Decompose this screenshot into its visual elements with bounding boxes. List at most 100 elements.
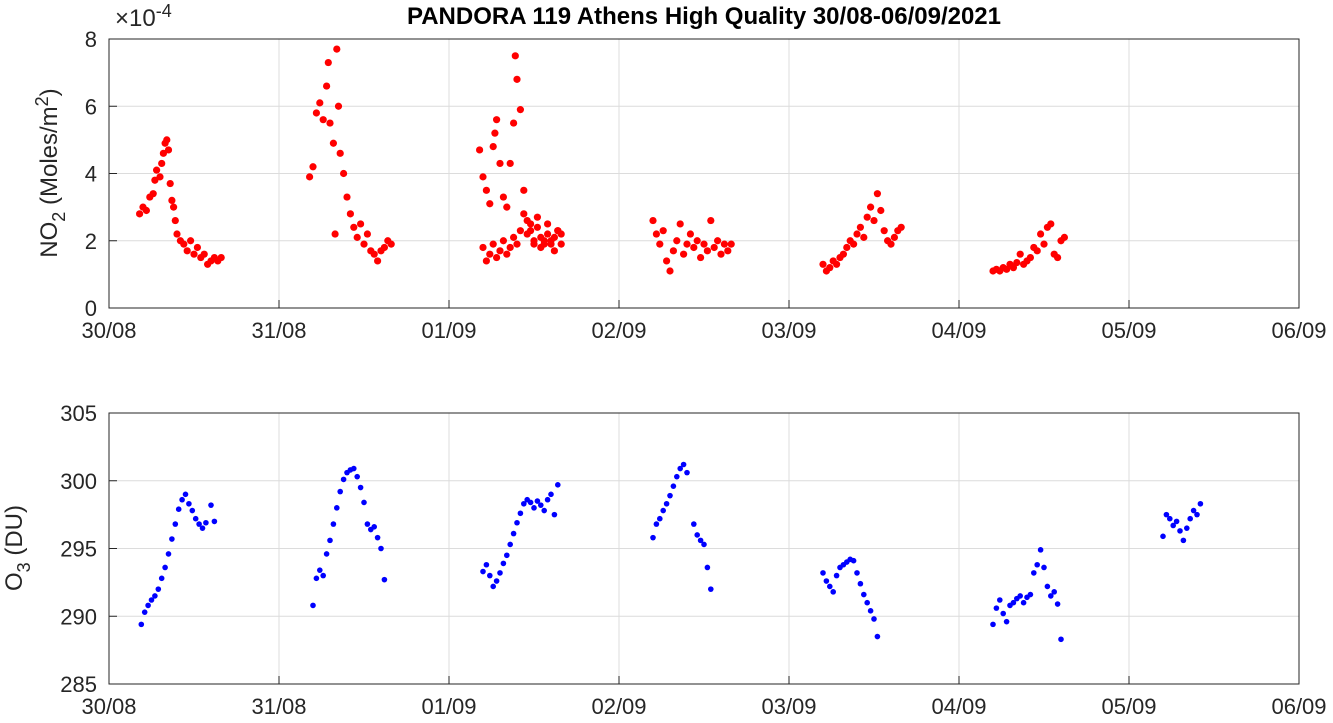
no2-x-tick-label: 31/08 — [251, 318, 306, 343]
o3-data-point — [1160, 533, 1166, 540]
no2-data-point — [530, 240, 538, 248]
no2-data-point — [683, 240, 691, 248]
no2-data-point — [850, 240, 858, 248]
no2-data-point — [158, 159, 166, 168]
no2-data-point — [870, 216, 878, 225]
no2-data-point — [550, 247, 559, 255]
o3-data-point — [330, 521, 337, 527]
o3-data-point — [351, 465, 357, 472]
o3-data-point — [497, 570, 503, 576]
no2-data-point — [511, 52, 519, 60]
o3-data-point — [357, 484, 364, 491]
no2-data-point — [380, 243, 388, 252]
o3-data-point — [1020, 599, 1027, 606]
no2-data-point — [1009, 264, 1018, 272]
no2-data-point — [727, 240, 735, 248]
no2-data-point — [843, 243, 851, 252]
no2-data-point — [550, 233, 559, 241]
no2-data-point — [319, 116, 327, 124]
no2-data-point — [649, 216, 657, 225]
no2-data-point — [1026, 253, 1034, 262]
o3-data-point — [663, 500, 670, 507]
o3-data-point — [1031, 570, 1037, 576]
o3-data-point — [1173, 518, 1180, 525]
o3-data-point — [990, 621, 996, 628]
o3-data-point — [337, 488, 344, 495]
o3-data-point — [313, 575, 320, 582]
no2-data-point — [482, 186, 490, 194]
no2-data-point — [159, 149, 167, 157]
o3-data-point — [670, 483, 677, 489]
o3-x-tick-label: 30/08 — [81, 694, 136, 719]
no2-data-point — [690, 243, 698, 252]
o3-data-point — [334, 505, 340, 511]
o3-y-tick-label: 290 — [60, 604, 97, 629]
o3-data-point — [199, 525, 206, 531]
no2-data-point — [164, 146, 173, 154]
o3-data-point — [327, 537, 333, 544]
o3-data-point — [317, 567, 323, 573]
no2-data-point — [547, 240, 555, 248]
no2-data-point — [136, 210, 144, 218]
o3-y-tick-label: 295 — [60, 537, 97, 562]
no2-x-ticks: 30/08 31/08 01/09 02/09 03/09 04/09 05/09 06/09 — [81, 300, 1327, 343]
no2-data-point — [1047, 220, 1055, 228]
no2-x-tick-label: 02/09 — [591, 318, 646, 343]
o3-data-point — [704, 564, 711, 571]
o3-data-point — [1044, 583, 1051, 590]
o3-data-point — [1027, 591, 1034, 598]
o3-data-point — [521, 500, 527, 507]
no2-data-point — [513, 75, 521, 83]
o3-y-tick-label: 285 — [60, 672, 97, 697]
no2-data-point — [717, 250, 725, 258]
o3-data-point — [667, 492, 673, 499]
o3-data-point — [172, 521, 179, 527]
o3-data-point — [531, 505, 537, 511]
o3-points — [138, 461, 1204, 643]
no2-data-point — [527, 220, 535, 228]
no2-data-point — [506, 159, 514, 168]
no2-data-point — [509, 119, 518, 127]
o3-data-point — [1041, 564, 1047, 571]
o3-data-point — [534, 498, 541, 504]
no2-data-point — [479, 243, 487, 252]
no2-data-point — [200, 250, 208, 258]
no2-data-point — [710, 243, 718, 252]
o3-data-point — [192, 515, 199, 522]
no2-data-point — [503, 250, 511, 258]
no2-data-point — [170, 203, 178, 211]
o3-data-point — [861, 591, 867, 598]
no2-data-point — [353, 233, 361, 241]
o3-data-point — [854, 570, 860, 576]
no2-data-point — [336, 149, 344, 157]
no2-data-point — [331, 230, 339, 238]
no2-data-point — [1033, 247, 1041, 255]
o3-data-point — [169, 536, 175, 542]
no2-data-point — [533, 223, 542, 231]
no2-data-point — [516, 106, 525, 114]
no2-y-ticks: 0 2 4 6 8 — [85, 27, 117, 321]
o3-data-point — [650, 534, 656, 541]
o3-data-point — [203, 519, 209, 526]
no2-y-axis-label: NO2 (Moles/m2) — [32, 88, 69, 257]
no2-data-point — [673, 237, 681, 245]
o3-data-point — [827, 583, 833, 590]
o3-data-point — [1163, 511, 1170, 518]
o3-data-point — [677, 465, 683, 472]
no2-data-point — [309, 163, 317, 171]
o3-data-point — [310, 602, 316, 609]
no2-data-point — [707, 216, 715, 225]
o3-x-tick-label: 06/09 — [1271, 694, 1326, 719]
no2-data-point — [350, 223, 358, 231]
no2-data-point — [697, 253, 705, 262]
no2-data-point — [168, 196, 176, 204]
o3-data-point — [1003, 618, 1010, 625]
no2-data-point — [686, 230, 695, 238]
no2-data-point — [513, 240, 521, 248]
no2-data-point — [693, 237, 701, 245]
o3-data-point — [158, 575, 165, 582]
no2-data-point — [856, 223, 865, 231]
o3-data-point — [354, 473, 361, 480]
o3-data-point — [538, 502, 544, 508]
